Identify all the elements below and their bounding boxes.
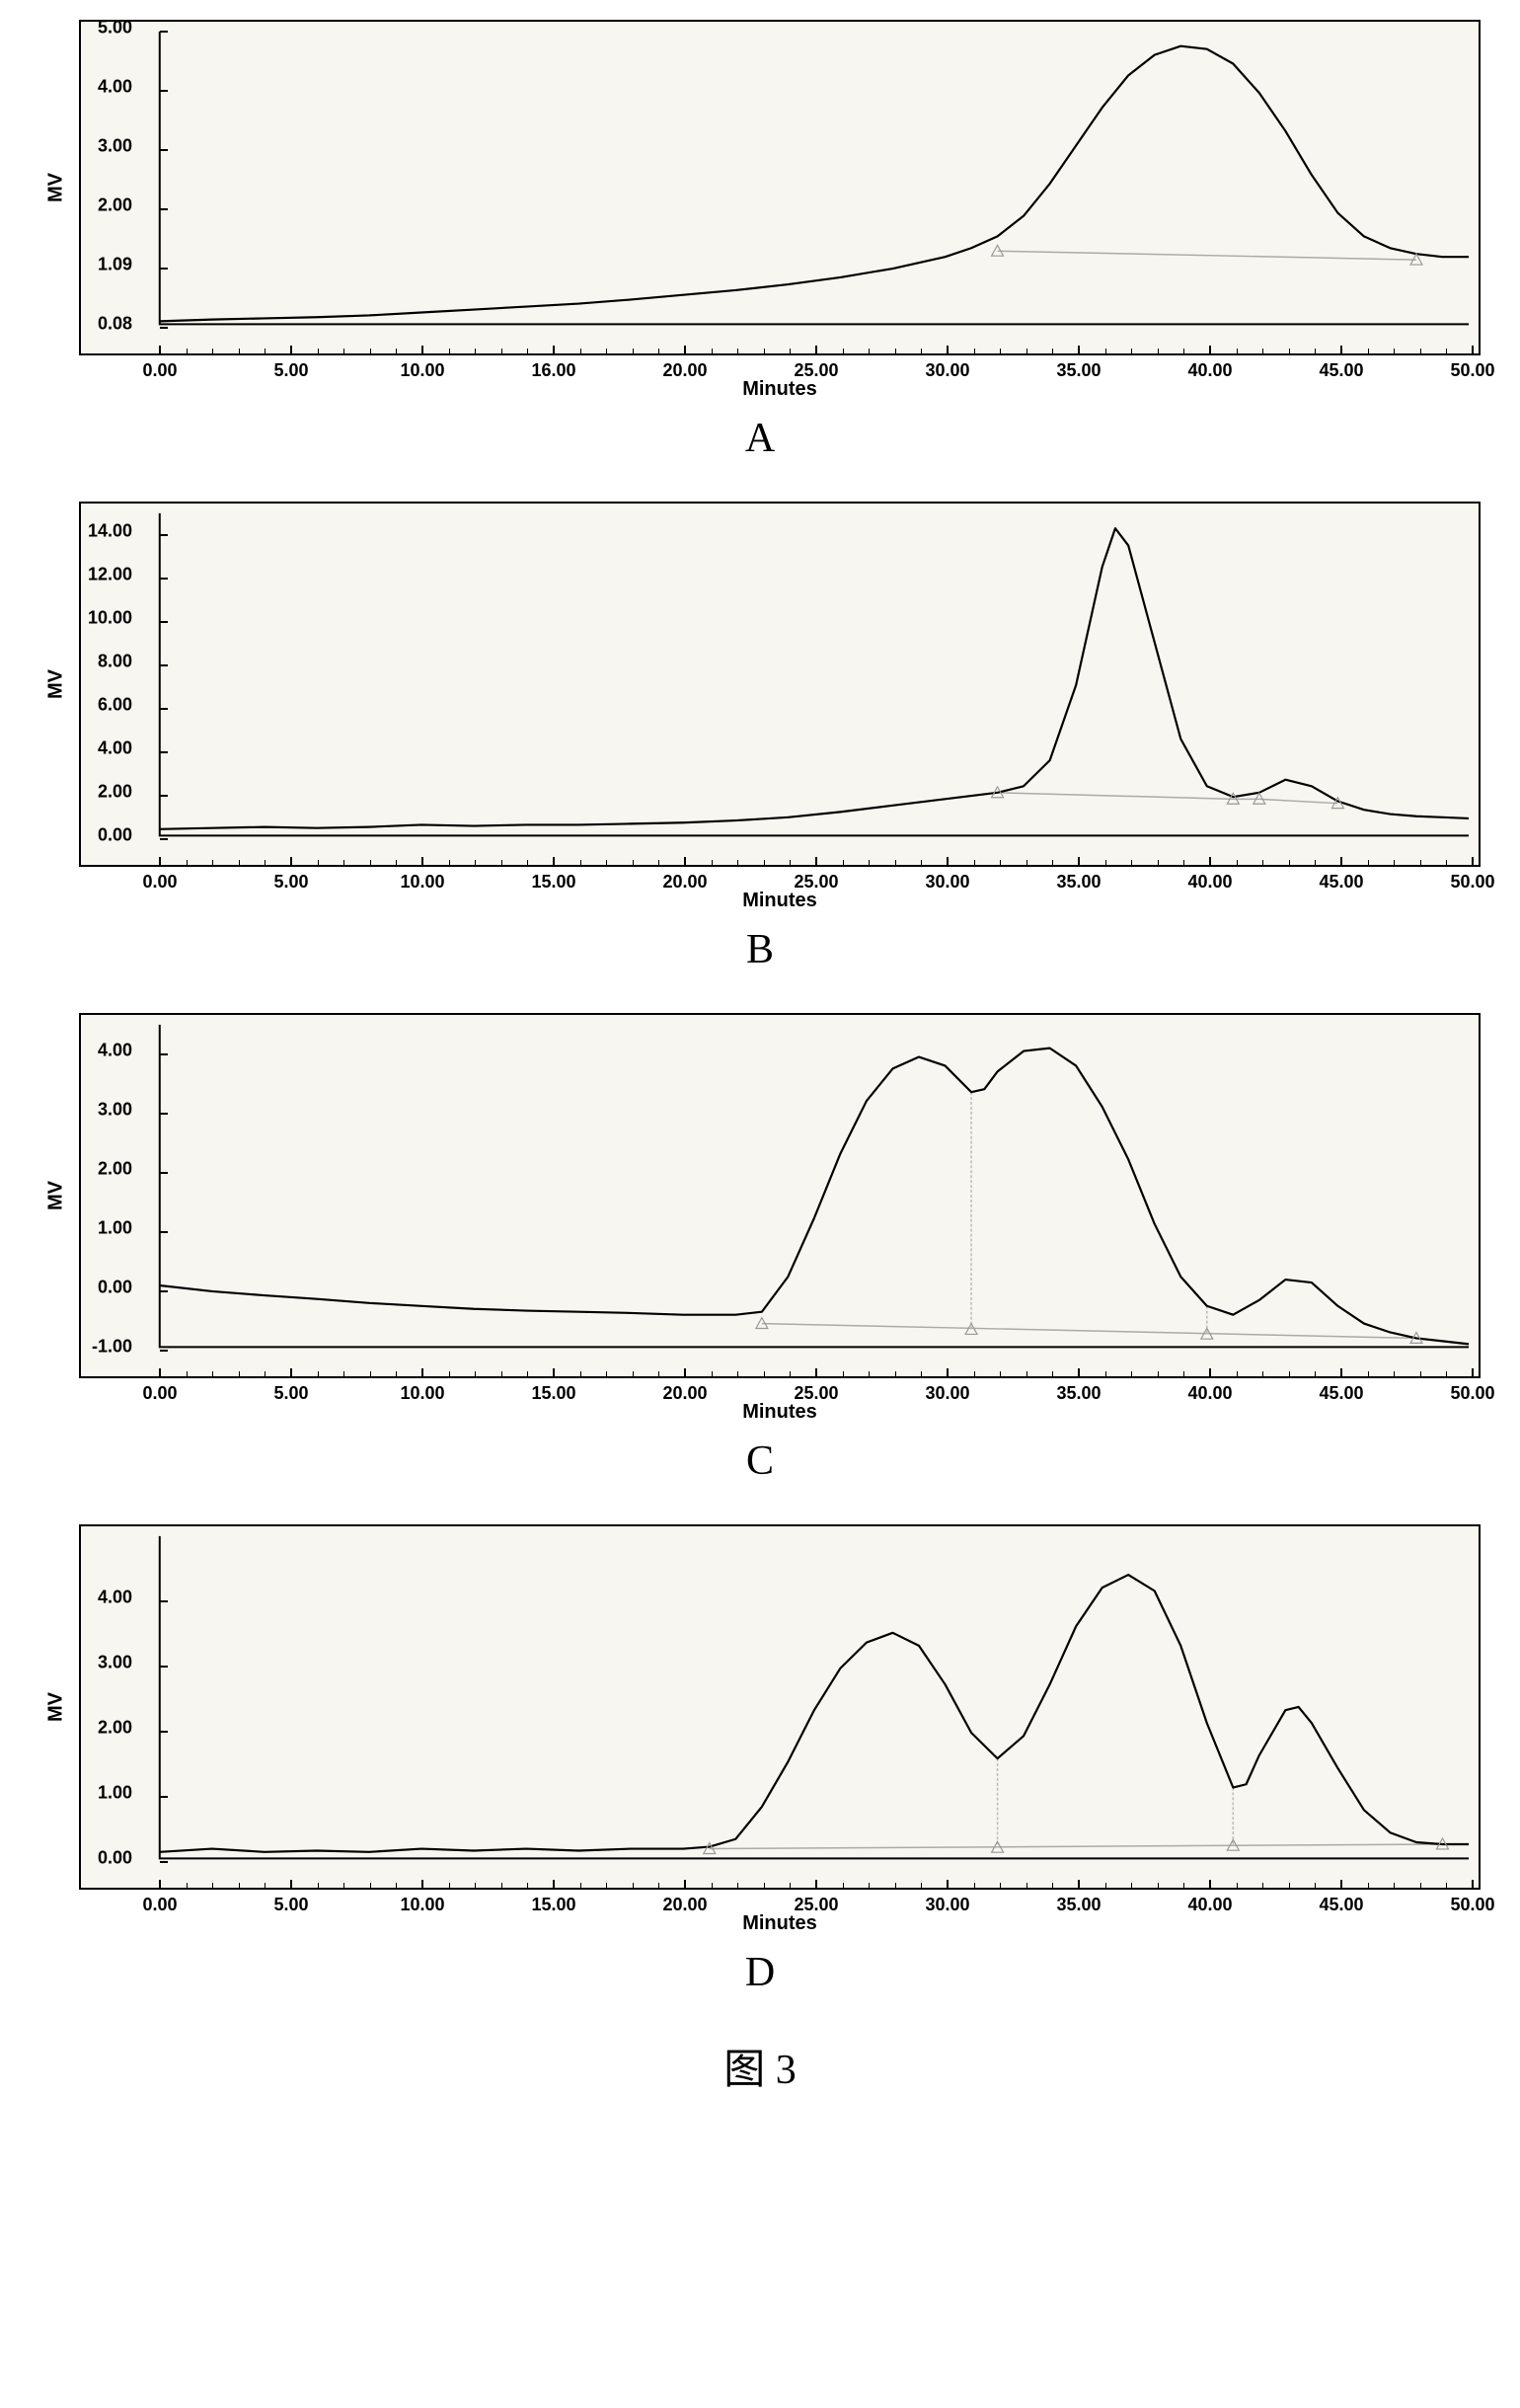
xtick-label: 5.00 [273,360,308,381]
xlabel: Minutes [742,890,817,912]
chromatogram-trace [81,504,1479,865]
ylabel: MV [45,173,68,202]
panel-B: 0.002.004.006.008.0010.0012.0014.000.005… [20,502,1500,973]
xlabel: Minutes [742,1912,817,1935]
panel-D: 0.001.002.003.004.000.005.0010.0015.0020… [20,1524,1500,1996]
xtick-label: 0.00 [142,1895,177,1915]
xtick-label: 35.00 [1056,360,1101,381]
xtick-label: 10.00 [400,360,444,381]
panel-C: -1.000.001.002.003.004.000.005.0010.0015… [20,1013,1500,1485]
panels-host: 0.081.092.003.004.005.000.005.0010.0016.… [20,20,1500,1996]
chromatogram-trace [81,22,1479,353]
xtick-label: 0.00 [142,1383,177,1404]
xtick-label: 50.00 [1450,1383,1494,1404]
xtick-label: 10.00 [400,872,444,893]
chart-C: -1.000.001.002.003.004.000.005.0010.0015… [79,1013,1481,1378]
panel-label-C: C [20,1437,1500,1485]
xlabel: Minutes [742,1401,817,1424]
xtick-label: 50.00 [1450,872,1494,893]
ylabel: MV [45,1692,68,1722]
xtick-label: 20.00 [662,1383,707,1404]
xtick-label: 20.00 [662,1895,707,1915]
xtick-label: 30.00 [925,1895,969,1915]
xtick-label: 10.00 [400,1895,444,1915]
xtick-label: 40.00 [1187,1895,1232,1915]
xtick-label: 20.00 [662,872,707,893]
xtick-label: 5.00 [273,1383,308,1404]
xtick-label: 50.00 [1450,1895,1494,1915]
xtick-label: 35.00 [1056,1383,1101,1404]
xtick-label: 35.00 [1056,872,1101,893]
chromatogram-trace [81,1526,1479,1888]
xtick-label: 30.00 [925,360,969,381]
chart-A: 0.081.092.003.004.005.000.005.0010.0016.… [79,20,1481,355]
xtick-label: 5.00 [273,1895,308,1915]
xtick-label: 50.00 [1450,360,1494,381]
xtick-label: 45.00 [1319,1895,1363,1915]
xtick-label: 30.00 [925,1383,969,1404]
xtick-label: 0.00 [142,872,177,893]
xtick-label: 40.00 [1187,360,1232,381]
chart-B: 0.002.004.006.008.0010.0012.0014.000.005… [79,502,1481,867]
panel-label-B: B [20,926,1500,973]
figure-caption: 图 3 [20,2036,1500,2096]
xtick-label: 15.00 [531,1383,575,1404]
panel-A: 0.081.092.003.004.005.000.005.0010.0016.… [20,20,1500,462]
xtick-label: 35.00 [1056,1895,1101,1915]
xtick-label: 40.00 [1187,1383,1232,1404]
xtick-label: 40.00 [1187,872,1232,893]
xtick-label: 15.00 [531,872,575,893]
panel-label-D: D [20,1949,1500,1996]
chromatogram-trace [81,1015,1479,1376]
xtick-label: 15.00 [531,1895,575,1915]
figure-container: 0.081.092.003.004.005.000.005.0010.0016.… [20,20,1500,2096]
xtick-label: 45.00 [1319,872,1363,893]
xtick-label: 5.00 [273,872,308,893]
panel-label-A: A [20,415,1500,462]
xtick-label: 30.00 [925,872,969,893]
xlabel: Minutes [742,378,817,401]
chart-D: 0.001.002.003.004.000.005.0010.0015.0020… [79,1524,1481,1890]
xtick-label: 45.00 [1319,1383,1363,1404]
xtick-label: 16.00 [531,360,575,381]
ylabel: MV [45,1181,68,1210]
ylabel: MV [45,669,68,699]
xtick-label: 20.00 [662,360,707,381]
xtick-label: 45.00 [1319,360,1363,381]
xtick-label: 10.00 [400,1383,444,1404]
xtick-label: 0.00 [142,360,177,381]
